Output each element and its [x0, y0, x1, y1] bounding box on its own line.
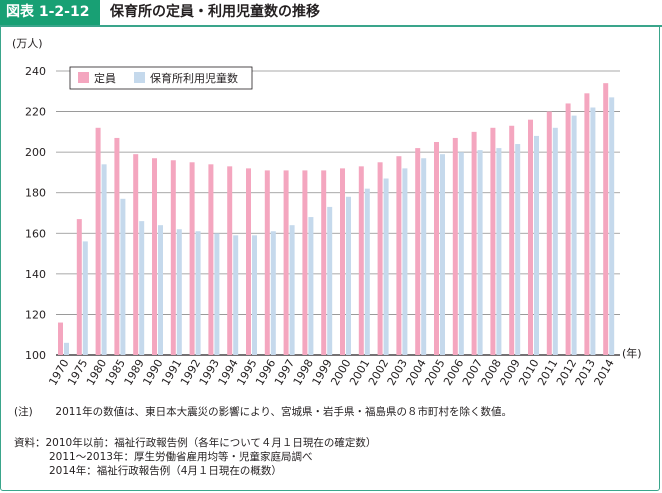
- bar-children: [346, 196, 351, 355]
- bar-capacity: [546, 111, 552, 355]
- source-line: 2011〜2013年：厚生労働省雇用均等・児童家庭局調べ: [49, 451, 313, 463]
- bar-capacity: [152, 158, 157, 355]
- bar-capacity: [471, 131, 477, 355]
- bar-capacity: [302, 170, 308, 355]
- bar-children: [477, 150, 483, 355]
- bar-children: [534, 135, 539, 355]
- source-line: 2010年以前：福祉行政報告例（各年について４月１日現在の確定数）: [45, 437, 377, 449]
- legend-box: [69, 66, 253, 90]
- bar-capacity: [452, 137, 458, 355]
- bar-children: [458, 152, 464, 355]
- bar-capacity: [76, 219, 82, 355]
- y-tick-label: 100: [25, 349, 46, 362]
- bar-capacity: [490, 127, 496, 355]
- bar-capacity: [565, 103, 571, 355]
- y-tick-label: 120: [25, 308, 46, 321]
- bar-capacity: [114, 137, 120, 355]
- bar-children: [364, 188, 370, 355]
- bar-capacity: [358, 166, 364, 355]
- y-axis: 100 120 140 160 180 200 220 240: [25, 65, 46, 362]
- bar-capacity: [170, 160, 176, 355]
- note-text: 2011年の数値は、東日本大震災の影響により、宮城県・岩手県・福島県の８市町村を…: [55, 406, 512, 418]
- bar-children: [609, 97, 615, 355]
- bar-children: [496, 148, 502, 355]
- bar-children: [101, 164, 107, 355]
- legend-label-capacity: 定員: [94, 71, 116, 85]
- bar-children: [402, 168, 408, 355]
- bar-children: [176, 229, 182, 355]
- source-line: 2014年：福祉行政報告例（4月１日現在の概数）: [49, 465, 282, 477]
- bar-capacity: [208, 164, 214, 355]
- bar-capacity: [434, 142, 439, 355]
- bar-capacity: [509, 125, 515, 356]
- bar-capacity: [415, 148, 421, 355]
- y-tick-label: 240: [25, 65, 46, 78]
- bar-children: [421, 158, 427, 355]
- bar-children: [214, 233, 220, 355]
- bar-children: [139, 221, 145, 355]
- bar-children: [571, 115, 577, 355]
- bar-children: [158, 225, 163, 355]
- bar-children: [120, 198, 126, 355]
- legend-label-children: 保育所利用児童数: [150, 71, 238, 85]
- bar-capacity: [340, 168, 345, 355]
- bar-capacity: [227, 166, 233, 355]
- bar-capacity: [584, 93, 590, 356]
- bar-capacity: [528, 119, 533, 355]
- bar-chart: 100 120 140 160 180 200 220 240 197019751980198…: [12, 37, 642, 388]
- bar-capacity: [264, 170, 270, 355]
- bar-children: [82, 241, 88, 355]
- y-tick-label: 220: [25, 106, 46, 119]
- bars: [58, 83, 615, 356]
- figure-number: 図表 1-2-12: [0, 0, 100, 25]
- bar-children: [327, 206, 333, 355]
- bar-capacity: [396, 156, 402, 355]
- bar-children: [289, 225, 295, 355]
- y-axis-label: (万人): [12, 37, 43, 50]
- bar-children: [233, 235, 239, 355]
- source-label: 資料：: [14, 437, 46, 449]
- figure-title: 保育所の定員・利用児童数の推移: [110, 4, 320, 20]
- bar-capacity: [603, 83, 609, 355]
- bar-capacity: [58, 322, 63, 355]
- bar-capacity: [377, 162, 383, 355]
- bar-children: [64, 342, 69, 355]
- y-tick-label: 160: [25, 227, 46, 240]
- figure-header: 図表 1-2-12 保育所の定員・利用児童数の推移: [0, 0, 662, 27]
- x-axis: 1970197519801985198919901991199219931994…: [46, 357, 616, 388]
- bar-capacity: [321, 170, 327, 355]
- bar-children: [552, 127, 558, 355]
- x-axis-label: (年): [622, 346, 642, 360]
- bar-children: [515, 144, 521, 355]
- bar-children: [383, 178, 389, 355]
- x-tick-label: 2014: [592, 357, 617, 388]
- y-tick-label: 200: [25, 146, 46, 159]
- bar-capacity: [133, 154, 139, 355]
- source-notes: 資料：2010年以前：福祉行政報告例（各年について４月１日現在の確定数） 201…: [14, 436, 376, 478]
- bar-capacity: [189, 162, 195, 355]
- note-label: (注): [14, 406, 33, 418]
- bar-children: [590, 107, 596, 355]
- bar-children: [270, 231, 276, 355]
- y-tick-label: 180: [25, 187, 46, 200]
- bar-capacity: [283, 170, 289, 355]
- bar-children: [195, 231, 201, 355]
- bar-capacity: [246, 168, 251, 355]
- bar-capacity: [95, 127, 101, 355]
- legend-swatch-capacity: [78, 72, 89, 83]
- bar-children: [440, 154, 445, 355]
- y-tick-label: 140: [25, 268, 46, 281]
- bar-children: [308, 217, 314, 355]
- chart-note: (注) 2011年の数値は、東日本大震災の影響により、宮城県・岩手県・福島県の８…: [14, 405, 512, 419]
- legend-swatch-children: [134, 72, 145, 83]
- legend: 定員 保育所利用児童数: [69, 66, 253, 90]
- bar-children: [252, 235, 257, 355]
